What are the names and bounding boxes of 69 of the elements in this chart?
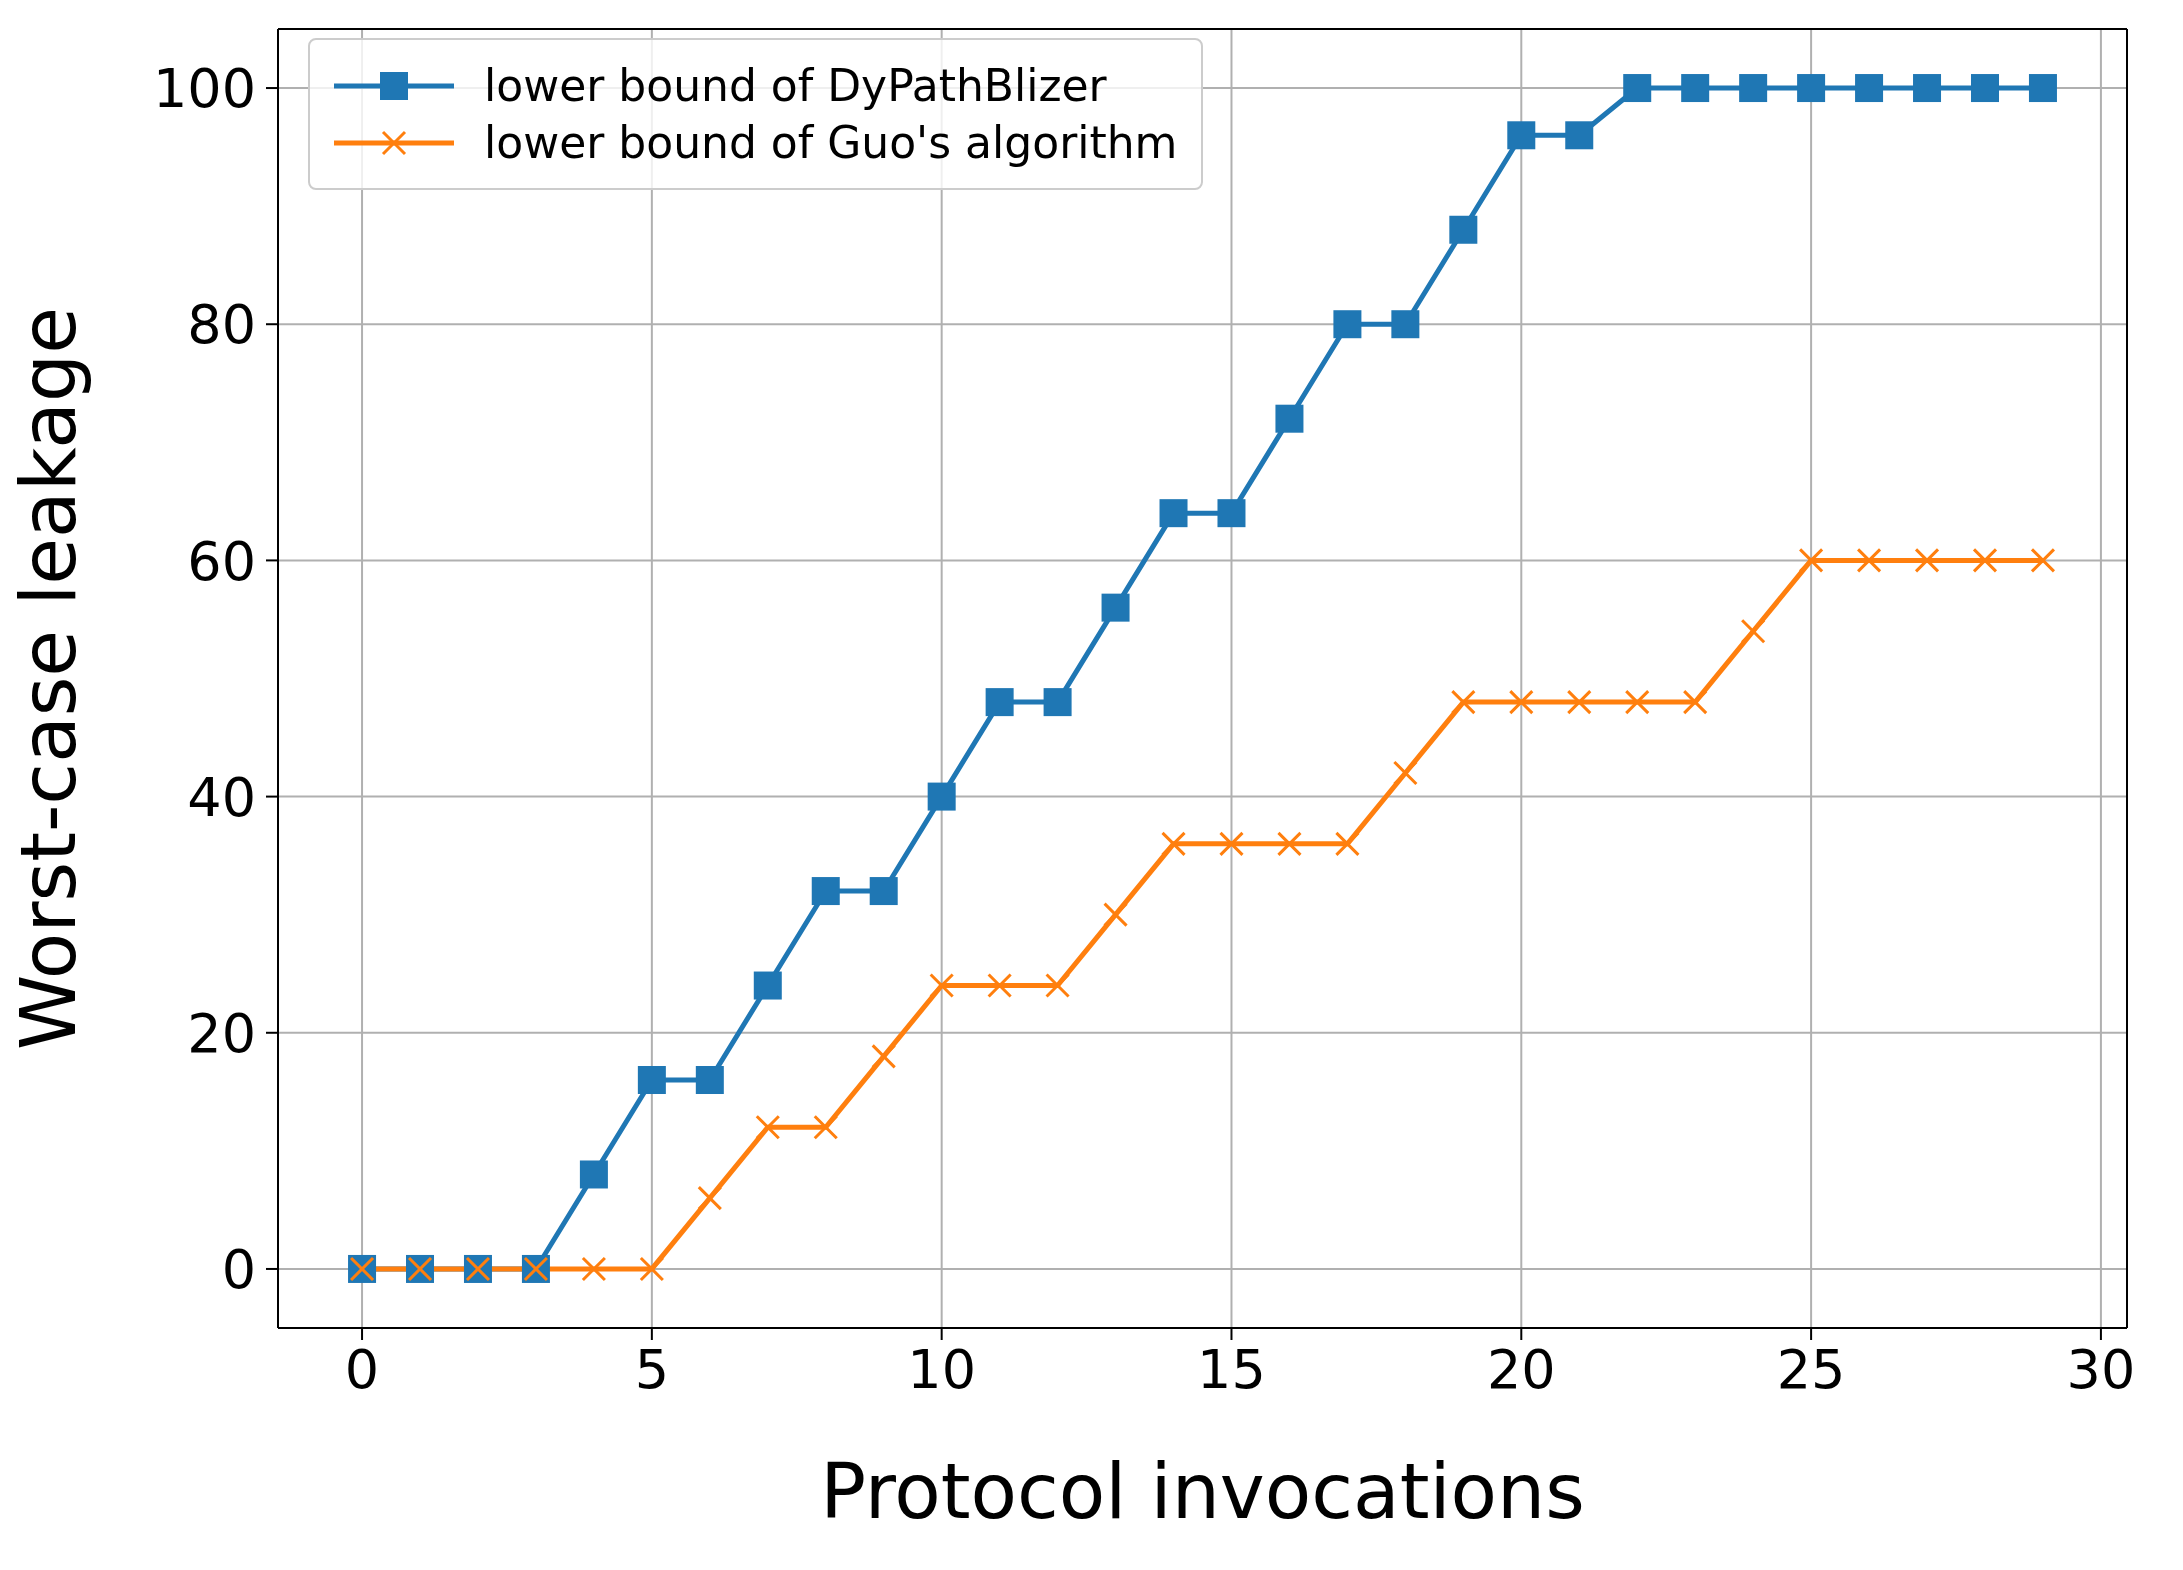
point (1740, 618, 1766, 644)
point (871, 1043, 897, 1069)
point (1798, 547, 1824, 573)
point (579, 1160, 608, 1189)
point (1103, 902, 1129, 928)
legend-label: lower bound of DyPathBlizer (484, 60, 1107, 111)
point (1507, 121, 1536, 150)
point (985, 688, 1014, 717)
point (1275, 404, 1304, 433)
point (697, 1185, 723, 1211)
point (1739, 74, 1768, 103)
y-tick-label: 0 (221, 1238, 256, 1302)
x-tick-label: 10 (907, 1338, 977, 1402)
point (1333, 310, 1362, 339)
point (1681, 74, 1710, 103)
point (1566, 689, 1592, 715)
point (1449, 215, 1478, 244)
y-axis-title: Worst-case leakage (3, 307, 93, 1050)
point (637, 1066, 666, 1095)
point (639, 1256, 665, 1282)
point (1565, 121, 1594, 150)
y-tick-label: 40 (187, 765, 256, 829)
point (1101, 593, 1130, 622)
point (1913, 74, 1942, 103)
point (813, 1114, 839, 1140)
point (1450, 689, 1476, 715)
point (2030, 547, 2056, 573)
point (1508, 689, 1534, 715)
point (753, 971, 782, 1000)
x-tick-label: 15 (1197, 1338, 1266, 1402)
point (1218, 831, 1244, 857)
point (987, 973, 1013, 999)
x-axis-title: Protocol invocations (820, 1447, 1585, 1536)
point (1217, 499, 1246, 528)
point (1682, 689, 1708, 715)
point (1623, 74, 1652, 103)
x-tick-label: 0 (344, 1338, 380, 1402)
point (581, 1256, 607, 1282)
point (1972, 547, 1998, 573)
x-tick-label: 5 (634, 1338, 670, 1402)
point (1797, 74, 1826, 103)
y-tick-label: 100 (152, 57, 256, 121)
point (1043, 688, 1072, 717)
point (927, 782, 956, 811)
x-tick-label: 30 (2066, 1338, 2136, 1402)
point (1392, 760, 1418, 786)
point (1391, 310, 1420, 339)
point (1334, 831, 1360, 857)
point (1276, 831, 1302, 857)
point (1624, 689, 1650, 715)
y-tick-label: 80 (187, 293, 256, 357)
point (929, 973, 955, 999)
point (1855, 74, 1884, 103)
y-tick-label: 60 (187, 529, 256, 593)
point (695, 1066, 724, 1095)
point (1856, 547, 1882, 573)
legend-label: lower bound of Guo's algorithm (484, 117, 1178, 168)
point (1159, 499, 1188, 528)
point (1161, 831, 1187, 857)
point (1970, 74, 1999, 103)
point (2028, 74, 2057, 103)
point (755, 1114, 781, 1140)
point (1914, 547, 1940, 573)
point (869, 877, 898, 906)
point (1045, 973, 1071, 999)
x-tick-label: 20 (1486, 1338, 1556, 1402)
point (811, 877, 840, 906)
x-tick-label: 25 (1776, 1338, 1846, 1402)
y-tick-label: 20 (187, 1001, 256, 1065)
